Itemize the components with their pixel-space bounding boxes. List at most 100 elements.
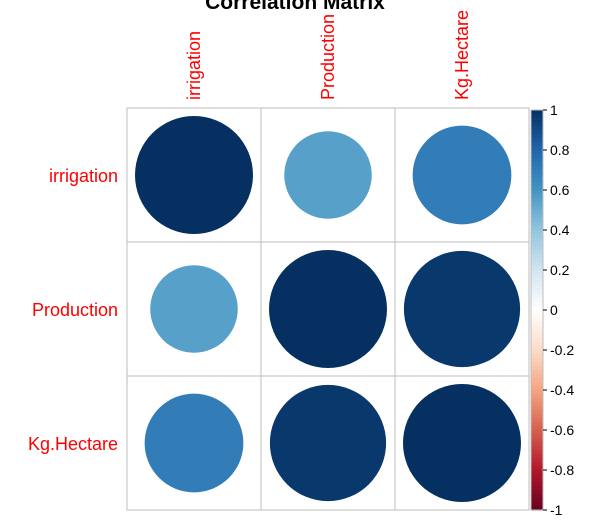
colorbar-segment <box>531 410 543 415</box>
colorbar-segment <box>531 222 543 227</box>
colorbar-segment <box>531 330 543 335</box>
colorbar-segment <box>531 366 543 371</box>
colorbar-tick-label: 0.4 <box>550 222 570 238</box>
column-label: Production <box>318 14 338 100</box>
colorbar-segment <box>531 426 543 431</box>
colorbar-segment <box>531 274 543 279</box>
colorbar-segment <box>531 146 543 151</box>
colorbar-segment <box>531 118 543 123</box>
colorbar-segment <box>531 498 543 503</box>
colorbar-segment <box>531 158 543 163</box>
colorbar-segment <box>531 218 543 223</box>
colorbar-segment <box>531 442 543 447</box>
colorbar-segment <box>531 374 543 379</box>
colorbar-segment <box>531 326 543 331</box>
colorbar-segment <box>531 198 543 203</box>
colorbar-segment <box>531 166 543 171</box>
colorbar-segment <box>531 262 543 267</box>
colorbar-segment <box>531 154 543 159</box>
colorbar-segment <box>531 506 543 511</box>
colorbar-segment <box>531 282 543 287</box>
colorbar-segment <box>531 338 543 343</box>
colorbar-segment <box>531 398 543 403</box>
colorbar-segment <box>531 234 543 239</box>
colorbar-segment <box>531 306 543 311</box>
colorbar-segment <box>531 394 543 399</box>
column-label: Kg.Hectare <box>452 10 472 100</box>
colorbar-segment <box>531 350 543 355</box>
colorbar-segment <box>531 206 543 211</box>
colorbar-tick-label: 0.6 <box>550 182 570 198</box>
colorbar-tick-label: 0.8 <box>550 142 570 158</box>
colorbar-segment <box>531 458 543 463</box>
colorbar-segment <box>531 250 543 255</box>
colorbar-segment <box>531 378 543 383</box>
colorbar-segment <box>531 142 543 147</box>
corr-circle-Production-irrigation <box>150 265 238 353</box>
colorbar-segment <box>531 182 543 187</box>
colorbar-segment <box>531 346 543 351</box>
colorbar-segment <box>531 290 543 295</box>
colorbar-segment <box>531 370 543 375</box>
colorbar-segment <box>531 170 543 175</box>
colorbar-tick-label: 0.2 <box>550 262 570 278</box>
colorbar-segment <box>531 482 543 487</box>
colorbar-segment <box>531 434 543 439</box>
corr-circle-irrigation-irrigation <box>135 116 253 234</box>
colorbar-segment <box>531 286 543 291</box>
colorbar-segment <box>531 258 543 263</box>
colorbar-segment <box>531 406 543 411</box>
colorbar-segment <box>531 494 543 499</box>
colorbar-segment <box>531 270 543 275</box>
colorbar-segment <box>531 178 543 183</box>
colorbar-segment <box>531 126 543 131</box>
row-label: Kg.Hectare <box>28 434 118 454</box>
colorbar-tick-label: -0.4 <box>550 382 574 398</box>
colorbar-segment <box>531 418 543 423</box>
colorbar-segment <box>531 294 543 299</box>
colorbar-segment <box>531 490 543 495</box>
colorbar-tick-label: -0.6 <box>550 422 574 438</box>
colorbar-segment <box>531 390 543 395</box>
colorbar-segment <box>531 354 543 359</box>
colorbar-segment <box>531 254 543 259</box>
colorbar-segment <box>531 242 543 247</box>
colorbar-segment <box>531 210 543 215</box>
colorbar-segment <box>531 450 543 455</box>
colorbar-segment <box>531 190 543 195</box>
colorbar-segment <box>531 362 543 367</box>
corr-circle-Kg.Hectare-Kg.Hectare <box>403 384 521 502</box>
colorbar-segment <box>531 238 543 243</box>
colorbar-segment <box>531 110 543 115</box>
corr-circle-Kg.Hectare-Production <box>269 384 387 502</box>
colorbar-segment <box>531 422 543 427</box>
colorbar-segment <box>531 462 543 467</box>
colorbar-segment <box>531 334 543 339</box>
colorbar-segment <box>531 202 543 207</box>
colorbar-segment <box>531 162 543 167</box>
colorbar-segment <box>531 502 543 507</box>
corr-circle-irrigation-Kg.Hectare <box>412 125 512 225</box>
corr-circle-irrigation-Production <box>284 131 372 219</box>
colorbar-segment <box>531 150 543 155</box>
colorbar-segment <box>531 314 543 319</box>
colorbar-tick-label: -0.8 <box>550 462 574 478</box>
colorbar-segment <box>531 138 543 143</box>
colorbar-segment <box>531 386 543 391</box>
colorbar-segment <box>531 298 543 303</box>
colorbar-segment <box>531 194 543 199</box>
colorbar-segment <box>531 134 543 139</box>
colorbar-tick-label: 0 <box>550 302 558 318</box>
colorbar-segment <box>531 310 543 315</box>
row-label: Production <box>32 300 118 320</box>
colorbar-segment <box>531 226 543 231</box>
colorbar-segment <box>531 382 543 387</box>
colorbar-segment <box>531 130 543 135</box>
colorbar-segment <box>531 114 543 119</box>
colorbar-segment <box>531 230 543 235</box>
colorbar-segment <box>531 302 543 307</box>
colorbar-segment <box>531 470 543 475</box>
colorbar-segment <box>531 266 543 271</box>
column-label: irrigation <box>184 31 204 100</box>
